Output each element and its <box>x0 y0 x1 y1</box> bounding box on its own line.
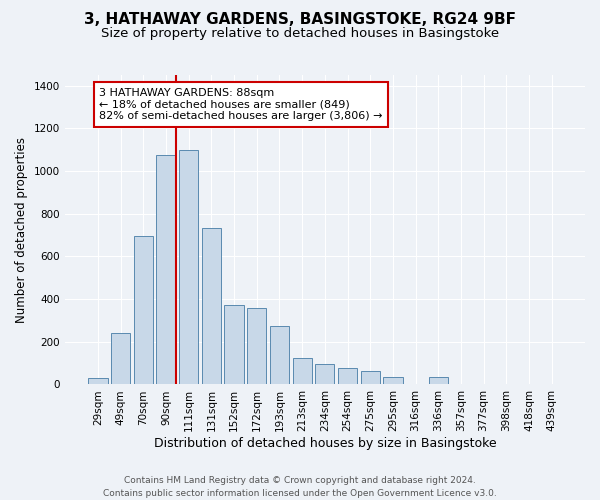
Bar <box>224 306 244 384</box>
Bar <box>179 150 199 384</box>
Bar <box>383 377 403 384</box>
Bar <box>111 333 130 384</box>
X-axis label: Distribution of detached houses by size in Basingstoke: Distribution of detached houses by size … <box>154 437 496 450</box>
Text: Contains HM Land Registry data © Crown copyright and database right 2024.
Contai: Contains HM Land Registry data © Crown c… <box>103 476 497 498</box>
Bar <box>361 370 380 384</box>
Bar <box>202 228 221 384</box>
Text: 3, HATHAWAY GARDENS, BASINGSTOKE, RG24 9BF: 3, HATHAWAY GARDENS, BASINGSTOKE, RG24 9… <box>84 12 516 28</box>
Bar <box>338 368 357 384</box>
Bar <box>270 326 289 384</box>
Y-axis label: Number of detached properties: Number of detached properties <box>15 136 28 322</box>
Bar <box>247 308 266 384</box>
Bar <box>134 236 153 384</box>
Text: Size of property relative to detached houses in Basingstoke: Size of property relative to detached ho… <box>101 28 499 40</box>
Bar <box>315 364 334 384</box>
Text: 3 HATHAWAY GARDENS: 88sqm
← 18% of detached houses are smaller (849)
82% of semi: 3 HATHAWAY GARDENS: 88sqm ← 18% of detac… <box>99 88 383 121</box>
Bar <box>428 377 448 384</box>
Bar <box>293 358 312 384</box>
Bar <box>157 155 176 384</box>
Bar <box>88 378 107 384</box>
